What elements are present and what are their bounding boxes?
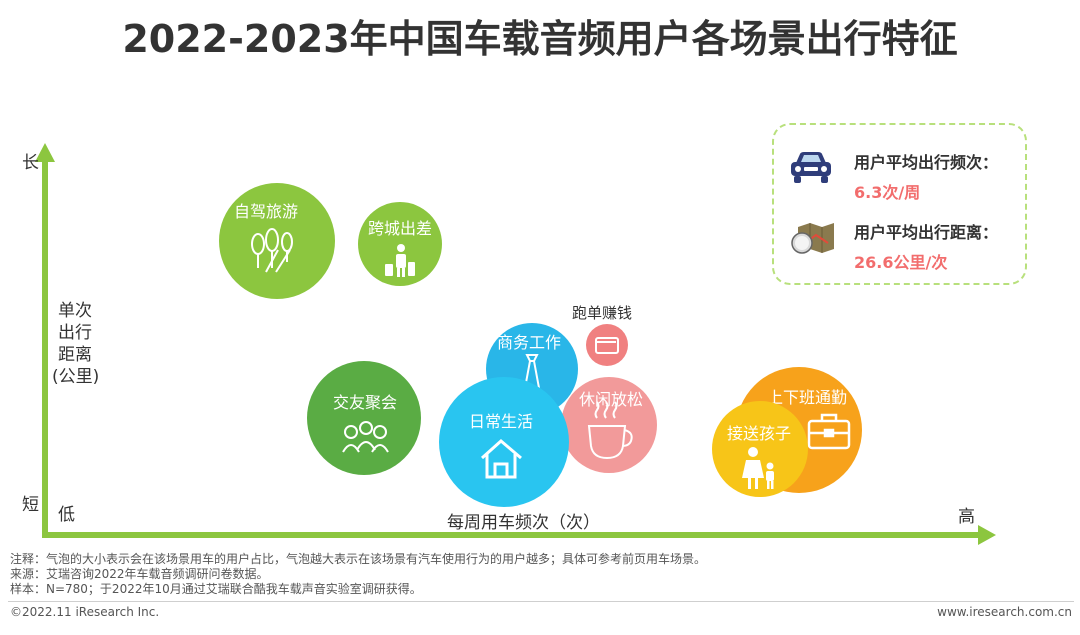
x-axis-title: 每周用车频次（次） (447, 513, 600, 533)
group-people-icon (342, 421, 389, 453)
x-low-label: 低 (58, 505, 75, 525)
footer-notes: 注释：气泡的大小表示会在该场景用车的用户占比，气泡越大表示在该场景有汽车使用行为… (10, 552, 706, 597)
traveler-luggage-icon (385, 244, 415, 277)
car-icon (788, 149, 834, 191)
copyright: ©2022.11 iResearch Inc. (10, 605, 160, 619)
x-axis (42, 525, 996, 545)
distance-summary: 用户平均出行距离： 26.6公里/次 (854, 219, 998, 273)
bubble-label: 跨城出差 (368, 219, 432, 238)
trees-road-icon (251, 228, 293, 273)
bubble-earn-money: 跑单赚钱 (572, 304, 632, 366)
bubble-label: 自驾旅游 (234, 202, 298, 221)
map-compass-icon (788, 219, 838, 263)
website-url: www.iresearch.com.cn (937, 605, 1072, 619)
bubble-label: 接送孩子 (727, 424, 791, 443)
coffee-cup-icon (587, 401, 633, 460)
bubble-cross-city-trip: 跨城出差 (358, 202, 442, 286)
x-high-label: 高 (958, 507, 975, 527)
bubble-chart: 长 短 低 高 每周用车频次（次） 单次 出行 距离 (公里) 自驾旅游 跨城出… (22, 143, 996, 545)
frequency-summary: 用户平均出行频次： 6.3次/周 (854, 149, 998, 203)
frequency-label: 用户平均出行频次： (854, 153, 999, 172)
bubble-label: 商务工作 (497, 333, 561, 352)
distance-value: 26.6公里/次 (854, 253, 948, 272)
y-axis-title-line: 单次 (58, 301, 92, 321)
bubble-leisure-relax: 休闲放松 (561, 377, 657, 473)
footer-note: 注释：气泡的大小表示会在该场景用车的用户占比，气泡越大表示在该场景有汽车使用行为… (10, 552, 707, 566)
distance-label: 用户平均出行距离： (854, 223, 999, 242)
bubble-label: 休闲放松 (579, 390, 643, 409)
footer-source: 来源：艾瑞咨询2022年车载音频调研问卷数据。 (10, 567, 269, 581)
bubble-label: 跑单赚钱 (572, 304, 632, 322)
y-high-label: 长 (22, 153, 39, 173)
y-axis-title-line: 出行 (58, 323, 92, 343)
y-axis-title-line: (公里) (52, 367, 99, 387)
bubble-pick-up-kids: 接送孩子 (712, 401, 808, 497)
y-axis (35, 143, 55, 538)
summary-legend: 用户平均出行频次： 6.3次/周 用户平均出行距离： 26.6公里/次 (772, 123, 1027, 285)
y-low-label: 短 (22, 495, 39, 515)
briefcase-icon (807, 413, 851, 450)
frequency-value: 6.3次/周 (854, 183, 921, 202)
house-icon (480, 439, 522, 479)
bubble-label: 上下班通勤 (767, 388, 847, 407)
bubble-social-gathering: 交友聚会 (307, 361, 421, 475)
bubble-daily-life: 日常生活 (439, 377, 569, 507)
footer-sample: 样本：N=780；于2022年10月通过艾瑞联合酷我车载声音实验室调研获得。 (10, 582, 422, 596)
bubble-label: 交友聚会 (333, 393, 397, 412)
bubble-label: 日常生活 (469, 412, 533, 431)
page-title: 2022-2023年中国车载音频用户各场景出行特征 (122, 17, 958, 61)
y-axis-title: 单次 出行 距离 (公里) (52, 301, 99, 387)
y-axis-title-line: 距离 (58, 345, 92, 365)
parent-child-icon (742, 447, 774, 489)
wallet-icon (595, 337, 619, 354)
footer-divider (8, 601, 1074, 602)
bubble-self-drive-tour: 自驾旅游 (219, 183, 335, 299)
